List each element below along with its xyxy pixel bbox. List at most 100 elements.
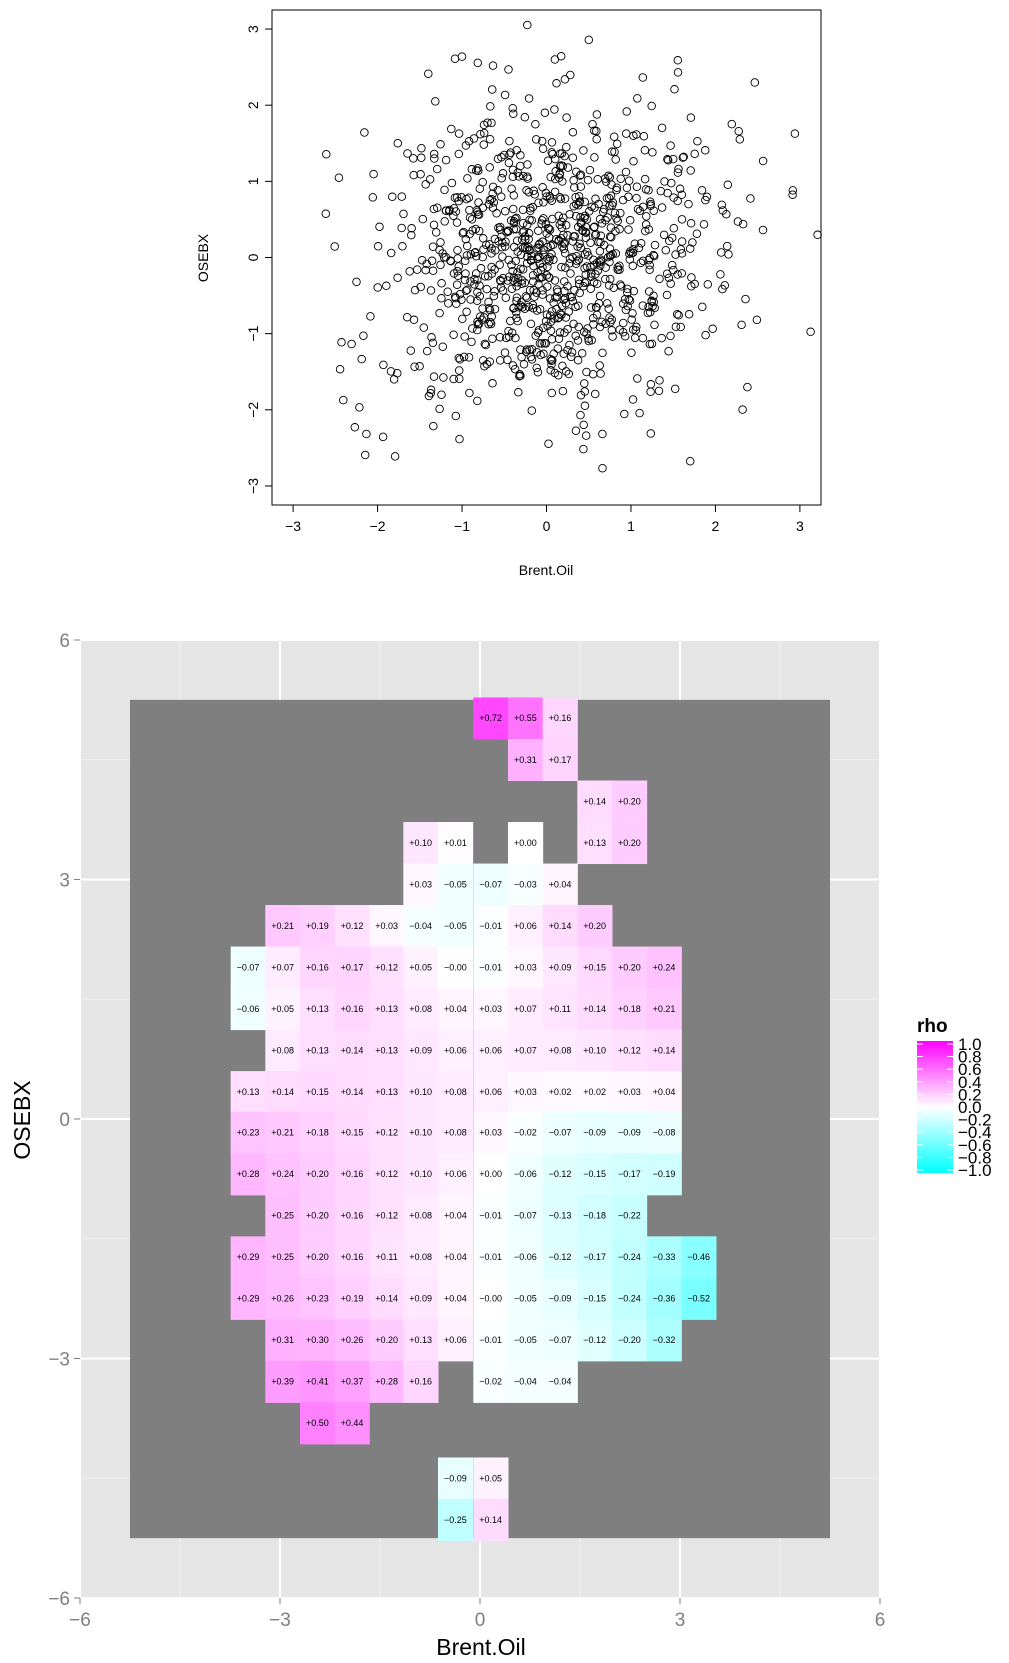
scatter-point [509, 191, 519, 200]
heatmap-cell [438, 988, 474, 1031]
heatmap-cell-label: +0.14 [375, 1294, 398, 1304]
heatmap-cell-label: −0.12 [583, 1335, 606, 1345]
scatter-point [560, 286, 569, 296]
scatter-point [638, 333, 648, 343]
scatter-point [641, 220, 651, 229]
scatter-point [437, 294, 446, 303]
scatter-point [436, 238, 445, 247]
scatter-point [531, 331, 540, 340]
scatter-point [439, 373, 448, 382]
heatmap-cell [542, 863, 578, 906]
scatter-point [629, 157, 638, 166]
scatter-point [733, 217, 743, 226]
scatter-point [359, 331, 368, 340]
heatmap-cell-label: −0.01 [479, 1252, 502, 1262]
heatmap-cell-label: +0.15 [341, 1128, 364, 1138]
scatter-point [654, 386, 664, 396]
scatter-point [677, 190, 687, 200]
scatter-point [426, 385, 436, 395]
scatter-point [627, 348, 636, 357]
heatmap-cell [646, 1277, 682, 1320]
scatter-point [545, 311, 555, 320]
scatter-point [386, 367, 396, 376]
heatmap-cell-label: +0.30 [306, 1335, 329, 1345]
scatter-point [572, 251, 581, 261]
heatmap-cell [334, 988, 370, 1031]
heatmap-cell-label: +0.16 [341, 1169, 364, 1179]
heatmap-cell-label: +0.03 [514, 962, 537, 972]
scatter-point [397, 223, 406, 233]
heatmap-cell [508, 988, 544, 1031]
scatter-point [482, 284, 492, 294]
heatmap-cell-label: +0.16 [341, 1211, 364, 1221]
heatmap-cell-label: −0.07 [479, 879, 502, 889]
scatter-point [426, 286, 436, 295]
scatter-point [684, 199, 693, 209]
scatter-point [495, 222, 505, 232]
heatmap-cell-label: −0.02 [479, 1377, 502, 1387]
scatter-point [550, 154, 560, 164]
scatter-point [555, 162, 565, 171]
scatter-point [592, 110, 602, 119]
heatmap-cell [403, 1071, 439, 1114]
scatter-point [407, 224, 416, 233]
scatter-point [443, 287, 452, 296]
scatter-point [514, 303, 523, 312]
heatmap-cell-label: −0.19 [653, 1169, 676, 1179]
scatter-point [334, 173, 344, 182]
scatter-point [673, 196, 682, 206]
scatter-x-tick-label: 0 [543, 518, 551, 534]
scatter-point [504, 158, 514, 168]
scatter-point [406, 346, 416, 355]
scatter-point [546, 194, 555, 203]
scatter-point [595, 214, 605, 224]
scatter-point [492, 209, 501, 218]
scatter-point [435, 308, 444, 318]
heatmap-cell-label: −0.06 [514, 1252, 537, 1262]
scatter-point [528, 271, 538, 280]
scatter-point [666, 141, 675, 150]
scatter-point [593, 266, 603, 275]
heatmap-cell [612, 822, 648, 865]
scatter-point [666, 279, 675, 288]
scatter-point [738, 219, 748, 229]
scatter-point [571, 302, 580, 312]
scatter-point [487, 244, 496, 253]
heatmap-cell-label: +0.03 [409, 879, 432, 889]
scatter-point [616, 174, 625, 183]
heatmap-cell-label: +0.02 [549, 1087, 572, 1097]
heatmap-cell-label: +0.29 [237, 1294, 260, 1304]
scatter-point [457, 52, 467, 61]
scatter-point [519, 227, 529, 236]
scatter-point [758, 225, 768, 235]
scatter-point [547, 148, 556, 157]
heatmap-cell [473, 1194, 509, 1237]
scatter-point [508, 165, 518, 175]
heatmap-cell-label: −0.46 [687, 1252, 710, 1262]
scatter-point [473, 288, 482, 297]
scatter-point [559, 239, 568, 248]
heatmap-cell-label: −0.32 [653, 1335, 676, 1345]
scatter-point [522, 244, 532, 253]
heatmap-cell [369, 1111, 405, 1154]
heatmap-cell-label: −0.01 [479, 921, 502, 931]
heatmap-cell-label: +0.10 [409, 1169, 432, 1179]
scatter-point [529, 285, 538, 295]
heatmap-cell-label: +0.17 [341, 962, 364, 972]
scatter-point [580, 379, 589, 388]
scatter-point [522, 258, 532, 268]
scatter-point [541, 316, 551, 326]
scatter-point [469, 134, 479, 143]
scatter-point [571, 331, 580, 341]
scatter-point [644, 225, 654, 234]
scatter-point [524, 94, 534, 103]
heatmap-cell [508, 738, 544, 782]
scatter-point [601, 216, 610, 225]
scatter-point [547, 388, 557, 398]
scatter-point [427, 333, 436, 342]
heatmap-cell [577, 946, 613, 989]
heatmap-cell [334, 1402, 370, 1445]
scatter-point [454, 262, 463, 271]
scatter-point [330, 242, 339, 251]
heatmap-cell-label: −0.04 [409, 921, 432, 931]
